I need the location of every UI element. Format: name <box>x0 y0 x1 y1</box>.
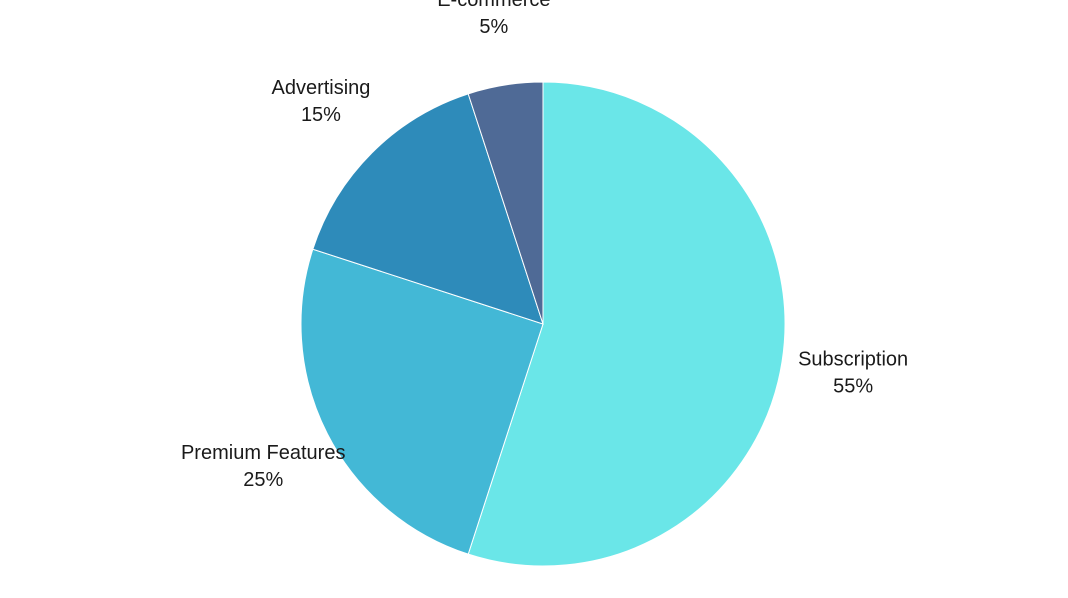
slice-label: E-commerce <box>437 0 550 11</box>
pie-slice <box>467 81 544 325</box>
pie-slice <box>467 81 786 567</box>
slice-value-label: 55% <box>833 375 873 397</box>
slice-label: Premium Features <box>181 442 346 464</box>
pie-slice <box>312 93 544 325</box>
slice-label: Advertising <box>271 77 370 99</box>
slice-value-label: 15% <box>301 104 341 126</box>
slice-value-label: 25% <box>243 469 283 491</box>
slice-value-label: 5% <box>479 16 508 38</box>
slice-label: Subscription <box>798 348 908 370</box>
pie-slice <box>300 248 544 555</box>
